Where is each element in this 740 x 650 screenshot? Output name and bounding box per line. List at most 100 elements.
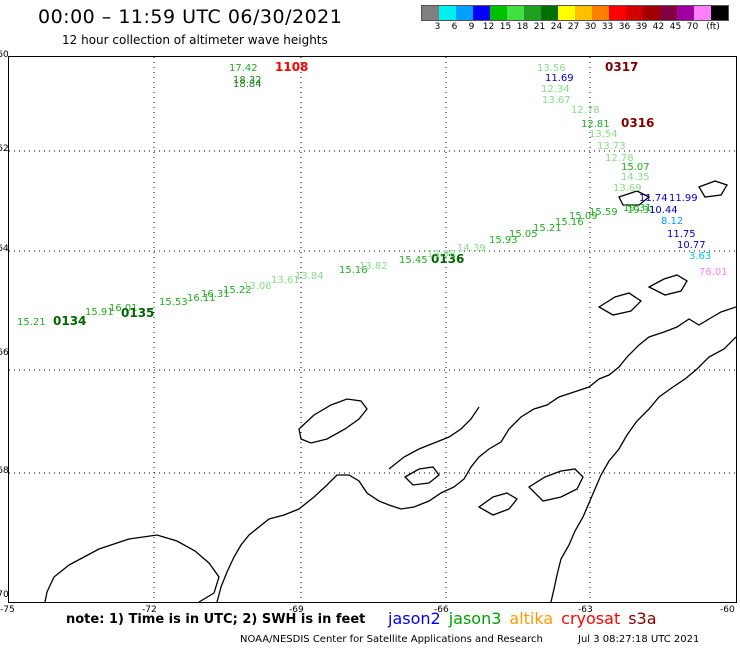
- lat-label: -70: [0, 590, 9, 600]
- wave-height-label: 16.01: [109, 303, 138, 314]
- wave-height-label: 16.11: [187, 293, 216, 304]
- legend-swatch: [558, 6, 575, 20]
- inner-bay-coast: [388, 406, 480, 470]
- wave-height-label: 13.61: [271, 275, 300, 286]
- legend-swatch: [456, 6, 473, 20]
- pass-time-label: 0135: [121, 306, 154, 320]
- color-legend: [421, 5, 729, 21]
- wave-height-label: 15.45: [399, 255, 428, 266]
- legend-swatch: [490, 6, 507, 20]
- wave-height-label: 14.35: [621, 172, 650, 183]
- island-south: [477, 492, 518, 516]
- satellite-s3a: s3a: [628, 609, 657, 628]
- footer-date: Jul 3 08:27:18 UTC 2021: [578, 634, 700, 645]
- legend-label: 24: [550, 22, 563, 32]
- legend-swatch: [507, 6, 524, 20]
- legend-label: 21: [533, 22, 546, 32]
- wave-height-label: 15.53: [159, 297, 188, 308]
- wave-height-label: 13.73: [597, 141, 626, 152]
- wave-height-label: 15.16: [555, 217, 584, 228]
- pass-time-label: 0317: [605, 60, 638, 74]
- alexander-coast-west: [44, 564, 70, 602]
- lon-label: -69: [289, 605, 304, 615]
- wave-height-label: 15.07: [621, 162, 650, 173]
- legend-swatch: [592, 6, 609, 20]
- antarctic-peninsula-coast: [216, 306, 736, 602]
- pass-time-label: 1108: [275, 60, 308, 74]
- satellite-altika: altika: [509, 609, 554, 628]
- wave-height-label: 13.56: [537, 63, 566, 74]
- legend-swatch: [473, 6, 490, 20]
- satellite-jason3: jason3: [448, 609, 502, 628]
- lat-label: -62: [0, 144, 9, 154]
- legend-swatch: [626, 6, 643, 20]
- legend-swatch: [643, 6, 660, 20]
- legend-label: 27: [567, 22, 580, 32]
- footer-credit: NOAA/NESDIS Center for Satellite Applica…: [240, 634, 543, 645]
- ice-shelf-edge: [527, 468, 584, 502]
- legend-swatch: [575, 6, 592, 20]
- islands-ne-4: [698, 180, 728, 198]
- wave-height-label: 13.54: [589, 129, 618, 140]
- map-frame[interactable]: 17.42 1108 18.32 18.84 13.56 0317 11.69 12.34 13…: [8, 56, 737, 603]
- wave-height-label: 15.21: [17, 317, 46, 328]
- wave-height-label: 10.77: [677, 240, 706, 251]
- wave-height-label: 12.34: [541, 84, 570, 95]
- legend-swatch: [609, 6, 626, 20]
- lon-label: -63: [578, 605, 593, 615]
- legend-label: 30: [584, 22, 597, 32]
- pass-time-label: 0316: [621, 116, 654, 130]
- legend-swatch: [422, 6, 439, 20]
- wave-height-label: 13.69: [613, 183, 642, 194]
- legend-swatch: [439, 6, 456, 20]
- wave-height-label: 14.39: [457, 243, 486, 254]
- lon-label: -66: [434, 605, 449, 615]
- wave-height-label: 15.05: [509, 229, 538, 240]
- wave-height-label: 16.31: [201, 289, 230, 300]
- lon-label: -60: [720, 605, 735, 615]
- legend-label: 45: [669, 22, 682, 32]
- lat-label: -60: [0, 50, 9, 60]
- lon-label: -75: [0, 605, 15, 615]
- wave-height-label: 11.74: [639, 193, 668, 204]
- page-subtitle: 12 hour collection of altimeter wave hei…: [62, 33, 328, 47]
- legend-label: 18: [516, 22, 529, 32]
- legend-swatch: [524, 6, 541, 20]
- wave-height-label: 19.31: [627, 205, 656, 216]
- legend-label: 36: [618, 22, 631, 32]
- islands-ne-1: [647, 274, 688, 296]
- page-title: 00:00 – 11:59 UTC 06/30/2021: [38, 6, 343, 28]
- legend-swatch: [711, 6, 728, 20]
- wave-height-label: 15.22: [223, 285, 252, 296]
- wave-height-label: 15.93: [489, 235, 518, 246]
- coastline: [44, 180, 736, 602]
- lat-label: -64: [0, 244, 9, 254]
- legend-label: 42: [652, 22, 665, 32]
- wave-height-label: 11.69: [545, 73, 574, 84]
- wave-height-label: 18.84: [233, 79, 262, 90]
- wave-height-label: 76.01: [699, 267, 728, 278]
- wave-height-label: 13.98: [427, 249, 456, 260]
- satellite-legend: jason2 jason3 altika cryosat s3a: [388, 609, 665, 628]
- islands-ne-3: [618, 190, 651, 206]
- pass-time-label: 0136: [431, 252, 464, 266]
- wave-height-label: 15.16: [339, 265, 368, 276]
- legend-label: 9: [468, 22, 475, 32]
- wave-height-label: 12.81: [581, 119, 610, 130]
- legend-label: 15: [499, 22, 512, 32]
- satellite-jason2: jason2: [388, 609, 441, 628]
- wave-height-label: 17.42: [229, 63, 258, 74]
- east-coast-lower: [550, 336, 736, 602]
- wave-height-label: 15.21: [533, 223, 562, 234]
- wave-height-label: 13.82: [359, 261, 388, 272]
- wave-height-label: 12.78: [571, 105, 600, 116]
- wave-height-label: 10.44: [649, 205, 678, 216]
- legend-label: 33: [601, 22, 614, 32]
- wave-height-label: 13.08: [243, 281, 272, 292]
- wave-height-label: 3.63: [689, 251, 711, 262]
- legend-swatch: [660, 6, 677, 20]
- wave-height-label: 12.78: [605, 153, 634, 164]
- legend-swatch: [541, 6, 558, 20]
